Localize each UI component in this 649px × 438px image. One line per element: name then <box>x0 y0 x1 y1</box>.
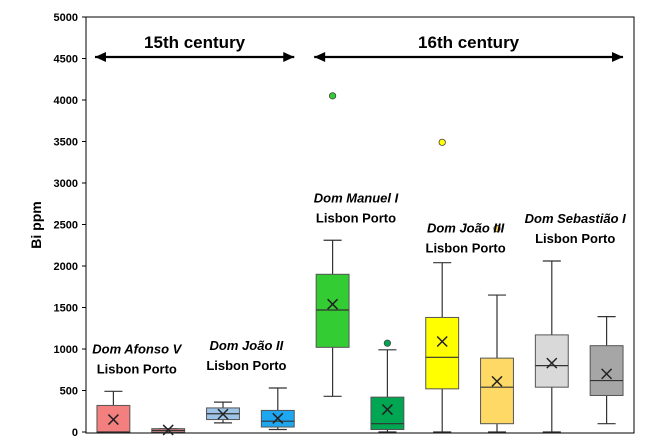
y-tick-label: 3000 <box>54 178 78 190</box>
group-title: Dom Manuel I <box>314 190 399 205</box>
box-series <box>260 387 295 431</box>
arrow-right-head <box>612 52 624 62</box>
box-iqr <box>425 316 460 390</box>
mean-marker <box>327 298 339 310</box>
y-tick-label: 2500 <box>54 220 78 232</box>
y-tick-label: 4000 <box>54 95 78 107</box>
y-tick-label: 500 <box>60 386 78 398</box>
arrow-left-head <box>94 52 106 62</box>
box-series <box>96 390 131 433</box>
arrow-left-head <box>314 52 326 62</box>
mean-marker <box>107 414 119 426</box>
y-tick-label: 1000 <box>54 344 78 356</box>
outlier-point <box>383 339 391 347</box>
group-subtitle: Lisbon Porto <box>206 358 286 373</box>
group-title: Dom Afonso V <box>92 341 182 356</box>
y-tick-label: 2000 <box>54 261 78 273</box>
mean-marker <box>162 424 174 436</box>
period-label: 16th century <box>418 33 520 52</box>
outlier-point <box>493 225 501 233</box>
plot-area-frame <box>85 16 635 434</box>
box-iqr <box>315 273 350 348</box>
box-iqr <box>370 396 405 431</box>
box-series <box>151 424 186 436</box>
box-iqr <box>534 334 569 388</box>
outlier-point <box>438 138 446 146</box>
period-label: 15th century <box>144 33 246 52</box>
mean-marker <box>546 357 558 369</box>
group-subtitle: Lisbon Porto <box>97 361 177 376</box>
group-subtitle: Lisbon Porto <box>535 231 615 246</box>
y-tick-label: 1500 <box>54 303 78 315</box>
box-iqr <box>480 357 514 425</box>
y-axis-label: Bi ppm <box>28 201 44 248</box>
mean-marker <box>381 404 393 416</box>
mean-marker <box>601 368 613 380</box>
box-iqr <box>589 345 624 396</box>
box-series <box>425 138 460 433</box>
y-tick-label: 4500 <box>54 54 78 66</box>
box-series <box>206 401 240 424</box>
box-series <box>534 260 569 433</box>
group-subtitle: Lisbon Porto <box>316 210 396 225</box>
arrow-right-head <box>283 52 295 62</box>
box-series <box>315 92 350 397</box>
box-series <box>480 225 514 433</box>
group-title: Dom João II <box>210 338 284 353</box>
y-tick-label: 3500 <box>54 137 78 149</box>
group-title: Dom Sebastião I <box>525 211 627 226</box>
y-tick-label: 5000 <box>54 12 78 24</box>
group-subtitle: Lisbon Porto <box>426 241 506 256</box>
mean-marker <box>217 408 229 420</box>
y-tick-label: 0 <box>72 427 78 438</box>
mean-marker <box>436 335 448 348</box>
group-title: Dom João III <box>427 221 505 236</box>
box-series <box>370 339 405 433</box>
outlier-point <box>328 92 337 100</box>
box-series <box>589 316 624 425</box>
mean-marker <box>491 375 503 387</box>
mean-marker <box>272 412 284 424</box>
